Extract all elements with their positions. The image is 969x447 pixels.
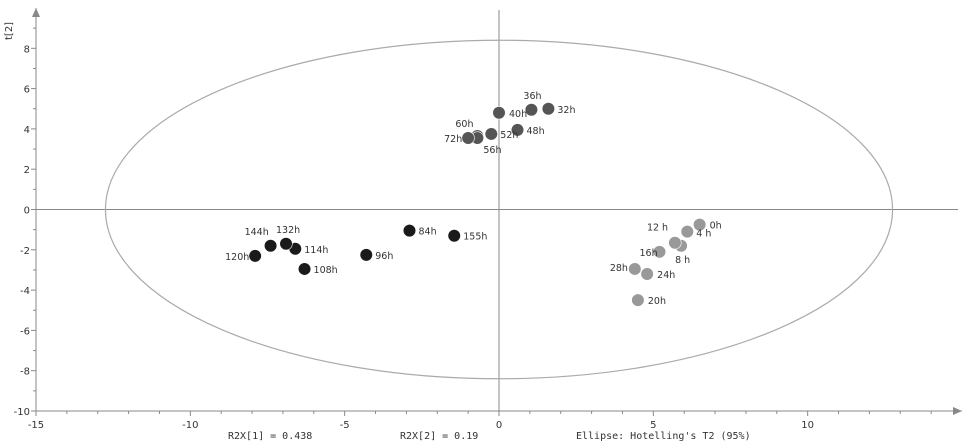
point-label-48h: 48h <box>527 126 545 137</box>
point-label-0h: 0h <box>710 221 722 232</box>
y-axis-arrow <box>32 8 40 17</box>
y-axis-title: t[2] <box>4 22 15 40</box>
point-label-40h: 40h <box>509 109 527 120</box>
data-point-28h <box>629 263 642 276</box>
axes-layer: -15 -10 -5 0 5 10 -10 -8 -6 -4 -2 0 2 4 6 8 <box>14 8 962 431</box>
y-tick-label: 4 <box>24 125 30 136</box>
point-label-96h: 96h <box>375 251 393 262</box>
point-label-28h: 28h <box>610 263 628 274</box>
point-label-12h: 12 h <box>647 223 668 234</box>
data-point-120h <box>249 250 262 263</box>
data-point-24h <box>641 268 654 281</box>
data-point-40h <box>493 106 506 119</box>
x-tick-label: 5 <box>650 420 656 431</box>
y-tick-label: -6 <box>20 326 30 337</box>
y-tick-label: -10 <box>14 407 30 418</box>
score-scatter-plot: -15 -10 -5 0 5 10 -10 -8 -6 -4 -2 0 2 4 6 8 0h4 h 8 h 12 … <box>0 0 969 447</box>
point-label-108h: 108h <box>314 265 338 276</box>
data-point-20h <box>632 294 645 307</box>
point-label-72h: 72h <box>444 134 462 145</box>
data-point-108h <box>298 263 311 276</box>
data-point-132h <box>280 237 293 250</box>
point-label-20h: 20h <box>648 296 666 307</box>
y-tick-label: -8 <box>20 367 30 378</box>
x-tick-label: 10 <box>801 420 814 431</box>
point-label-4h: 4 h <box>696 229 711 240</box>
point-label-16h: 16h <box>640 248 658 259</box>
point-label-120h: 120h <box>225 252 249 263</box>
y-tick-label: -4 <box>20 286 30 297</box>
data-point-4h <box>681 225 694 238</box>
data-point-84h <box>403 224 416 237</box>
x-tick-label: -5 <box>340 420 350 431</box>
footer-ellipse-note: Ellipse: Hotelling's T2 (95%) <box>576 431 751 442</box>
data-point-12h <box>669 236 682 249</box>
data-point-72h <box>462 132 475 145</box>
x-tick-label: -15 <box>28 420 44 431</box>
x-axis-arrow <box>953 407 962 415</box>
data-point-144h <box>264 239 277 252</box>
data-point-52h <box>485 128 498 141</box>
point-label-56h: 56h <box>483 145 501 156</box>
data-point-96h <box>360 249 373 262</box>
footer-r2x1: R2X[1] = 0.438 <box>228 431 312 442</box>
point-label-24h: 24h <box>657 270 675 281</box>
x-tick-label: 0 <box>496 420 502 431</box>
point-label-114h: 114h <box>304 245 328 256</box>
point-label-32h: 32h <box>557 105 575 116</box>
point-label-60h: 60h <box>455 119 473 130</box>
point-label-132h: 132h <box>276 225 300 236</box>
data-point-155h <box>448 229 461 242</box>
y-tick-label: 0 <box>24 206 30 217</box>
y-tick-label: 6 <box>24 85 30 96</box>
point-label-155h: 155h <box>463 232 487 243</box>
y-tick-label: 8 <box>24 44 30 55</box>
point-label-36h: 36h <box>523 91 541 102</box>
point-label-52h: 52h <box>500 130 518 141</box>
point-label-84h: 84h <box>418 227 436 238</box>
y-tick-label: 2 <box>24 165 30 176</box>
x-tick-label: -10 <box>182 420 198 431</box>
footer-r2x2: R2X[2] = 0.19 <box>400 431 478 442</box>
data-point-32h <box>542 102 555 115</box>
y-tick-label: -2 <box>20 246 30 257</box>
point-label-8h: 8 h <box>675 255 690 266</box>
point-label-144h: 144h <box>245 227 269 238</box>
